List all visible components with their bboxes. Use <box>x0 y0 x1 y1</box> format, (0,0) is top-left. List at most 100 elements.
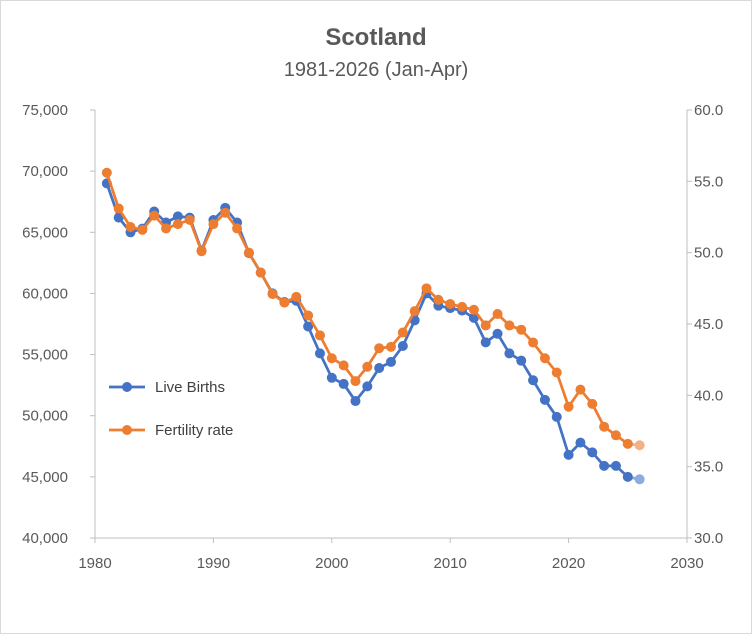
data-point-live-births <box>516 355 527 366</box>
data-point-fertility-rate <box>338 360 349 371</box>
axes: 40,000 45,000 50,000 55,000 60,000 65,000 70,0… <box>22 102 723 572</box>
x-tick-label: 1990 <box>197 555 230 572</box>
data-point-fertility-rate <box>397 327 408 338</box>
data-point-live-births <box>314 348 325 359</box>
data-point-live-births <box>397 341 408 352</box>
data-point-live-births <box>622 471 633 482</box>
data-point-fertility-rate <box>563 401 574 412</box>
y-left-tick-label: 45,000 <box>22 469 68 486</box>
data-point-fertility-rate <box>634 440 645 451</box>
y-left-tick-label: 70,000 <box>22 163 68 180</box>
y-right-tick-label: 35.0 <box>694 459 723 476</box>
data-point-live-births <box>350 396 361 407</box>
chart-subtitle: 1981-2026 (Jan-Apr) <box>284 59 469 81</box>
data-point-fertility-rate <box>350 376 361 387</box>
y-left-tick-label: 65,000 <box>22 224 68 241</box>
data-point-fertility-rate <box>551 367 562 378</box>
data-point-fertility-rate <box>362 361 373 372</box>
y-left-tick-label: 40,000 <box>22 530 68 547</box>
data-point-fertility-rate <box>516 324 527 335</box>
legend-marker <box>122 425 132 435</box>
data-point-fertility-rate <box>610 430 621 441</box>
legend: Live Births Fertility rate <box>109 379 233 439</box>
data-point-fertility-rate <box>291 291 302 302</box>
series-line-fertility-rate <box>105 172 629 445</box>
data-point-fertility-rate <box>457 301 468 312</box>
series-fertility-rate <box>101 167 645 451</box>
data-point-live-births <box>468 312 479 323</box>
data-point-live-births <box>303 321 314 332</box>
data-point-fertility-rate <box>113 203 124 214</box>
legend-label: Fertility rate <box>155 422 233 439</box>
data-point-live-births <box>326 372 337 383</box>
data-point-fertility-rate <box>492 309 503 320</box>
data-point-live-births <box>539 394 550 405</box>
data-point-fertility-rate <box>303 310 314 321</box>
data-point-fertility-rate <box>267 289 278 300</box>
data-point-fertility-rate <box>137 224 148 235</box>
y-right-tick-label: 60.0 <box>694 102 723 119</box>
data-point-live-births <box>172 211 183 222</box>
data-point-live-births <box>480 337 491 348</box>
data-point-live-births <box>610 460 621 471</box>
y-left-tick-label: 55,000 <box>22 347 68 364</box>
data-point-fertility-rate <box>232 223 243 234</box>
data-point-fertility-rate <box>528 337 539 348</box>
data-point-fertility-rate <box>208 219 219 230</box>
x-tick-label: 2030 <box>670 555 703 572</box>
legend-marker <box>122 382 132 392</box>
data-point-fertility-rate <box>184 214 195 225</box>
data-point-fertility-rate <box>279 297 290 308</box>
x-tick-label: 2010 <box>434 555 467 572</box>
data-point-live-births <box>599 460 610 471</box>
data-point-fertility-rate <box>433 294 444 305</box>
data-point-fertility-rate <box>374 343 385 354</box>
y-right-tick-label: 30.0 <box>694 530 723 547</box>
data-point-fertility-rate <box>409 306 420 317</box>
data-point-fertility-rate <box>468 304 479 315</box>
x-tick-label: 2020 <box>552 555 585 572</box>
data-point-live-births <box>504 348 515 359</box>
data-point-fertility-rate <box>172 219 183 230</box>
data-point-fertility-rate <box>539 353 550 364</box>
data-point-fertility-rate <box>421 283 432 294</box>
data-point-live-births <box>575 437 586 448</box>
x-tick-label: 2000 <box>315 555 348 572</box>
data-point-fertility-rate <box>220 207 231 218</box>
series-layer <box>101 167 645 485</box>
data-point-fertility-rate <box>161 223 172 234</box>
data-point-fertility-rate <box>504 320 515 331</box>
legend-label: Live Births <box>155 379 225 396</box>
legend-item-live-births: Live Births <box>109 379 225 396</box>
data-point-fertility-rate <box>255 267 266 278</box>
data-point-fertility-rate <box>326 353 337 364</box>
y-left-tick-label: 75,000 <box>22 102 68 119</box>
y-right-tick-label: 55.0 <box>694 173 723 190</box>
data-point-live-births <box>492 328 503 339</box>
y-right-tick-label: 45.0 <box>694 316 723 333</box>
legend-item-fertility-rate: Fertility rate <box>109 422 233 439</box>
data-point-fertility-rate <box>314 330 325 341</box>
data-point-live-births <box>362 381 373 392</box>
y-left-tick-label: 50,000 <box>22 408 68 425</box>
data-point-fertility-rate <box>622 438 633 449</box>
chart-title: Scotland <box>325 24 426 51</box>
data-point-fertility-rate <box>386 341 396 352</box>
data-point-live-births <box>634 474 645 485</box>
data-point-fertility-rate <box>243 247 254 258</box>
data-point-live-births <box>587 447 598 458</box>
x-tick-label: 1980 <box>78 555 111 572</box>
data-point-fertility-rate <box>196 246 207 257</box>
data-point-live-births <box>374 363 385 374</box>
data-point-live-births <box>386 356 396 367</box>
data-point-fertility-rate <box>575 384 586 395</box>
data-point-fertility-rate <box>587 398 598 409</box>
y-right-tick-label: 40.0 <box>694 387 723 404</box>
data-point-fertility-rate <box>125 221 136 232</box>
data-point-fertility-rate <box>599 421 610 432</box>
data-point-live-births <box>563 449 574 460</box>
data-point-fertility-rate <box>149 210 160 221</box>
data-point-live-births <box>338 378 349 389</box>
data-point-live-births <box>528 375 539 386</box>
